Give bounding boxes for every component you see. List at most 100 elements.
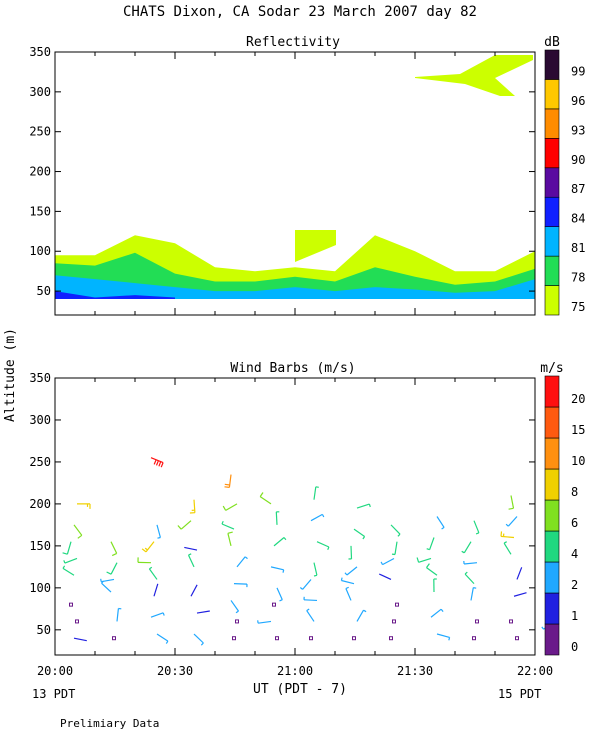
wind-barb [275,511,280,525]
calm-marker [389,636,393,641]
calm-marker [392,619,396,624]
wind-barb [378,573,392,580]
wind-barb [62,565,75,576]
wind-barb [227,531,233,547]
y-tick-label: 150 [29,539,51,553]
wind-barb [177,520,192,530]
wind-barb [150,457,164,468]
wind-barb [356,609,367,622]
colorbar-swatch [544,167,560,198]
wind-barb [257,620,272,624]
wind-barb [508,495,515,510]
reflectivity-level-area [55,275,535,300]
wind-barb [221,520,235,530]
colorbar-swatch [544,561,560,594]
colorbar-swatch [544,226,560,257]
calm-marker [112,636,116,641]
y-tick-label: 200 [29,165,51,179]
y-tick-label: 250 [29,455,51,469]
colorbar-label: 81 [571,241,585,255]
calm-marker [275,636,279,641]
wind-barb [380,557,395,566]
wind-barb [516,567,523,580]
left-date-label: 13 PDT [32,687,75,701]
colorbar-swatch [544,108,560,139]
wind-axes: 50 100 150 200 250 300 350 20:00 20:30 21:00 21:30… [29,371,553,678]
colorbar-swatch [544,79,560,110]
colorbar-label: 93 [571,123,585,137]
wind-barb [500,531,515,539]
calm-marker [309,636,313,641]
calm-marker [235,619,239,624]
calm-marker [509,619,513,624]
wind-barb [426,537,435,551]
wind-barb [276,587,283,602]
y-tick-label: 300 [29,85,51,99]
y-tick-label: 350 [29,45,51,59]
colorbar-label: 75 [571,300,585,314]
x-tick-label: 21:00 [277,664,313,678]
colorbar-swatch [544,138,560,169]
reflectivity-axes: 50 100 150 200 250 300 350 [29,45,536,316]
wind-barb [153,583,159,597]
colorbar-swatch [544,196,560,227]
colorbar-swatch [544,375,560,408]
wind-colorbar: 0 1 2 4 6 8 10 15 20 [544,375,585,656]
wind-barb [426,563,438,576]
wind-barb [110,541,118,557]
colorbar-swatch [544,437,560,470]
x-tick-label: 21:30 [397,664,433,678]
colorbar-label: 84 [571,212,585,226]
wind-barb [73,637,87,642]
colorbar-label: 96 [571,94,585,108]
colorbar-swatch [544,468,560,501]
calm-marker [472,636,476,641]
wind-colorbar-unit: m/s [540,361,563,376]
wind-barb [190,584,198,597]
wind-barb [273,537,287,547]
reflectivity-level-area [55,291,175,300]
x-tick-label: 20:30 [157,664,193,678]
wind-barb [436,633,451,641]
y-tick-label: 100 [29,581,51,595]
colorbar-swatch [544,49,560,80]
colorbar-label: 90 [571,153,585,167]
figure-title: CHATS Dixon, CA Sodar 23 March 2007 day … [123,4,477,20]
wind-barb [233,583,248,588]
y-tick-label: 50 [37,623,51,637]
y-tick-label: 300 [29,413,51,427]
wind-barb [310,513,325,522]
footer-note: Prelimiary Data [60,717,159,730]
wind-barb [184,546,198,551]
plot-frame [54,377,536,656]
y-tick-label: 200 [29,497,51,511]
colorbar-swatch [544,255,560,286]
x-tick-label: 20:00 [37,664,73,678]
wind-barb [259,492,272,505]
calm-marker [69,602,73,607]
wind-barb [303,596,318,602]
wind-barb [101,580,112,593]
wind-title: Wind Barbs (m/s) [230,361,355,376]
wind-barb [340,577,355,585]
wind-barb [461,541,472,554]
wind-barb [193,633,204,646]
wind-barb [344,566,358,576]
wind-barb [270,566,285,573]
wind-barb [187,553,195,568]
colorbar-label: 2 [571,578,578,592]
reflectivity-patch [415,55,533,96]
wind-barb [391,541,398,556]
wind-barb [141,541,155,553]
colorbar-label: 15 [571,423,585,437]
colorbar-swatch [544,592,560,625]
colorbar-label: 0 [571,640,578,654]
wind-barb [345,586,352,601]
wind-barb [433,578,437,593]
wind-barb [196,610,210,614]
wind-barb [505,516,518,527]
colorbar-swatch [544,285,560,316]
wind-barb [313,562,318,577]
y-tick-label: 350 [29,371,51,385]
reflectivity-patch [295,230,336,262]
